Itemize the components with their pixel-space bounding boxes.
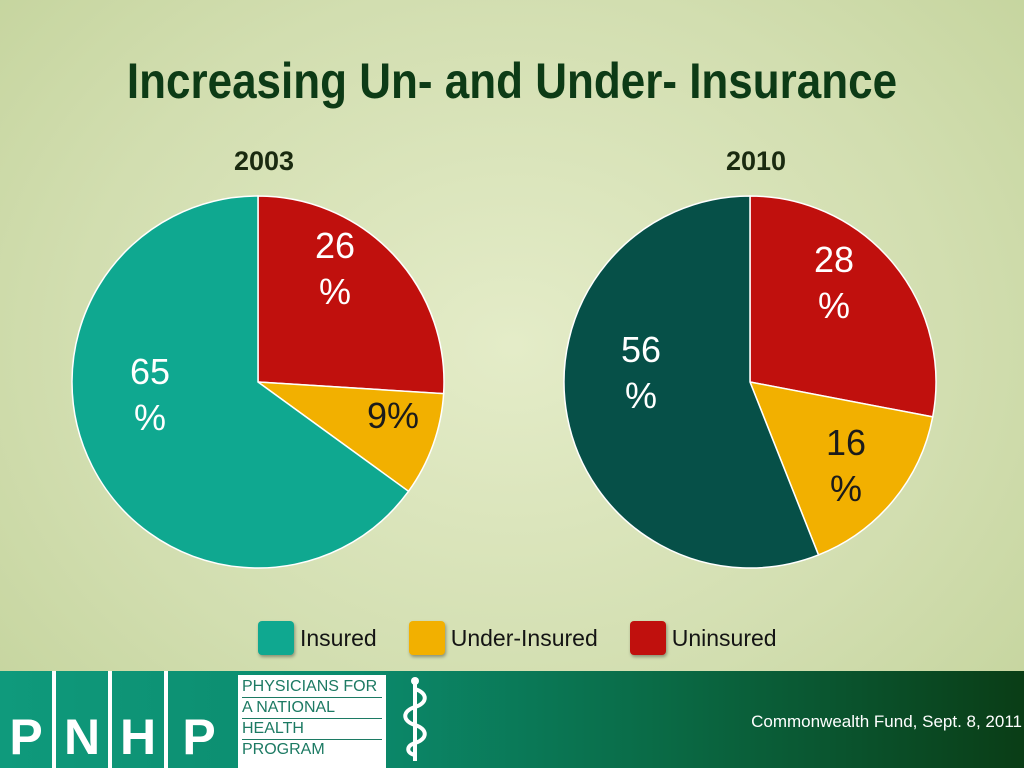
slide-title: Increasing Un- and Under- Insurance [126, 53, 898, 109]
slice-label-uninsured: 28% [814, 239, 854, 326]
legend: Insured Under-Insured Uninsured [258, 618, 809, 658]
pie-title-2010: 2010 [725, 146, 787, 176]
logo-letter-n: N [56, 671, 112, 768]
pnhp-logo: P N H P [0, 671, 230, 768]
legend-item-under-insured: Under-Insured [408, 621, 598, 655]
pie-2010: 28 % 16 % 56% [563, 195, 937, 569]
legend-label-uninsured: Uninsured [671, 624, 777, 651]
slice-label-insured: 65% [130, 351, 170, 438]
pie-title-2003: 2003 [233, 146, 295, 176]
legend-swatch-insured [258, 621, 294, 655]
footer-bar: P N H P PHYSICIANS FOR A NATIONAL HEALTH… [0, 671, 1024, 768]
pie-2003: 26 % 9% 65% [71, 195, 445, 569]
org-line-2: A NATIONAL [242, 698, 382, 719]
logo-letter-h: H [112, 671, 168, 768]
org-line-4: PROGRAM [242, 741, 325, 758]
legend-swatch-uninsured [629, 621, 666, 655]
slice-label-under-insured: 9% [367, 395, 419, 436]
pie-slice-under-insured [748, 381, 934, 556]
org-name-box: PHYSICIANS FOR A NATIONAL HEALTH PROGRAM [238, 675, 386, 768]
logo-letter-p2: P [182, 709, 216, 765]
pie-charts: 26 % 9% 65 % 28 % 16 % 56% [71, 195, 937, 569]
legend-label-under-insured: Under-Insured [450, 624, 598, 651]
legend-item-insured: Insured [258, 621, 377, 655]
pie-slice-insured [563, 195, 820, 569]
pie-slice-uninsured [749, 195, 937, 418]
org-line-3: HEALTH [242, 719, 382, 740]
pie-slice-insured [71, 195, 410, 569]
legend-label-insured: Insured [300, 624, 377, 651]
pie-slice-uninsured [257, 195, 445, 395]
caduceus-icon [403, 677, 427, 761]
slice-label-insured: 56% [621, 329, 661, 416]
logo-letter-p: P [0, 671, 56, 768]
pie-slice-under-insured [255, 381, 445, 493]
org-line-1: PHYSICIANS FOR [242, 677, 382, 698]
source-credit: Commonwealth Fund, Sept. 8, 2011 [751, 712, 1022, 731]
slice-label-under-insured: 16% [826, 422, 866, 509]
legend-item-uninsured: Uninsured [629, 621, 777, 655]
legend-swatch-under-insured [408, 621, 445, 655]
slice-label-uninsured: 26% [315, 225, 355, 312]
